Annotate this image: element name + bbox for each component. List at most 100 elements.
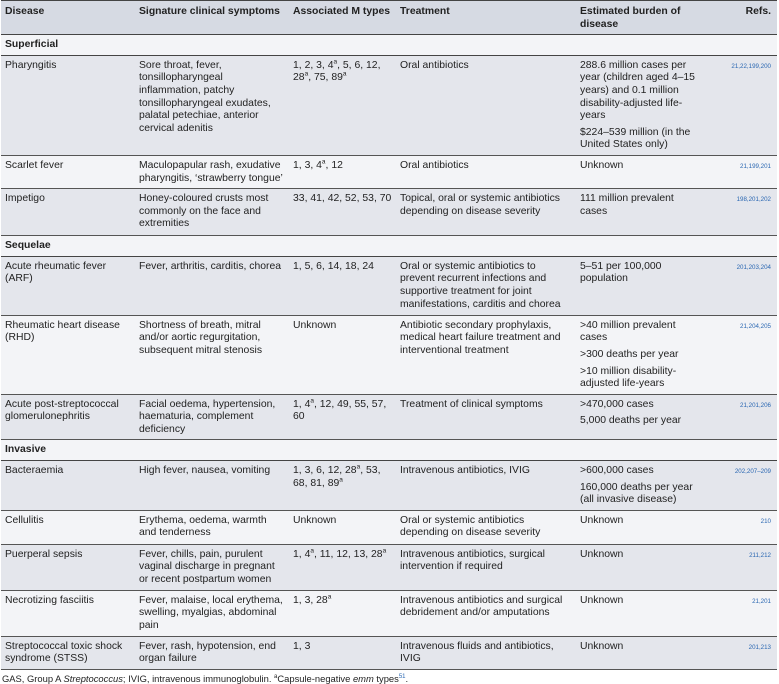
m-type: 6: [354, 59, 361, 71]
disease-name: Puerperal sepsis: [1, 544, 135, 591]
burden-item: 5–51 per 100,000 population: [580, 260, 662, 285]
table-row: Scarlet fever Maculopapular rash, exudati…: [1, 155, 777, 190]
table-row: Acute post-streptococcal glomerulonephri…: [1, 394, 777, 441]
reference-link[interactable]: 211,212: [749, 551, 771, 559]
reference-link[interactable]: 21,22,199,200: [731, 62, 771, 70]
table-row: Streptococcal toxic shock syndrome (STSS…: [1, 636, 777, 670]
symptoms: Fever, malaise, local erythema, swelling…: [135, 590, 289, 637]
refs: 202,207–209: [704, 460, 777, 511]
m-type: 42: [327, 193, 340, 205]
header-m-types: Associated M types: [289, 0, 396, 36]
capsule-negative-marker: a: [304, 70, 309, 78]
header-disease: Disease: [1, 0, 135, 36]
symptoms: Shortness of breath, mitral and/or aorti…: [135, 315, 289, 395]
m-type: 49: [337, 398, 349, 410]
m-type: 68: [293, 477, 305, 489]
capsule-negative-marker: a: [327, 593, 332, 601]
reference-link[interactable]: 210: [760, 517, 771, 525]
m-type: 53: [366, 465, 378, 477]
reference-link[interactable]: 21,204,205: [740, 322, 771, 330]
reference-link[interactable]: 202,207–209: [734, 468, 771, 476]
m-type: 12: [327, 465, 340, 477]
header-symptoms: Signature clinical symptoms: [135, 0, 289, 36]
m-type: 18: [345, 260, 357, 272]
disease-name: Pharyngitis: [1, 55, 135, 156]
symptoms: Fever, rash, hypotension, end organ fail…: [135, 636, 289, 670]
section-label: Sequelae: [1, 235, 777, 257]
m-types: Unknown: [289, 315, 396, 395]
m-type: 28: [293, 72, 305, 84]
treatment: Intravenous antibiotics, surgical interv…: [396, 544, 576, 591]
reference-link[interactable]: 51: [398, 673, 406, 680]
m-type: 1: [293, 260, 299, 272]
footnote-text: Capsule-negative: [277, 672, 353, 684]
header-row: Disease Signature clinical symptoms Asso…: [1, 0, 777, 36]
m-type: 3: [304, 159, 311, 171]
footnote-text: .: [405, 672, 409, 684]
table-footnote: GAS, Group A Streptococcus; IVIG, intrav…: [2, 673, 779, 684]
refs: 198,201,202: [704, 188, 777, 237]
m-type: 24: [362, 260, 374, 272]
burden: Unknown: [576, 590, 704, 637]
m-type: 57: [371, 398, 384, 410]
table-row: Rheumatic heart disease (RHD) Shortness o…: [1, 315, 777, 395]
disease-name: Streptococcal toxic shock syndrome (STSS…: [1, 636, 135, 670]
footnote-text: GAS, Group A: [2, 672, 64, 684]
m-types: 1, 2, 3, 4a, 5, 6, 12, 28a, 75, 89a: [289, 55, 396, 156]
treatment: Oral or systemic antibiotics to prevent …: [396, 256, 576, 316]
reference-link[interactable]: 21,201,206: [740, 401, 771, 409]
disease-name: Bacteraemia: [1, 460, 135, 511]
table-row: Cellulitis Erythema, oedema, warmth and t…: [1, 510, 777, 545]
m-types: 1, 3: [289, 636, 396, 670]
burden-item: 111 million prevalent cases: [580, 193, 674, 217]
refs: 210: [704, 510, 777, 545]
burden-item: Unknown: [580, 640, 624, 652]
burden-item: 5,000 deaths per year: [580, 415, 682, 427]
m-type: 1: [293, 398, 299, 410]
m-type: Unknown: [293, 319, 337, 331]
capsule-negative-marker: a: [339, 476, 343, 484]
treatment: Topical, oral or systemic antibiotics de…: [396, 188, 576, 237]
capsule-negative-marker: a: [382, 547, 387, 555]
table-row: Puerperal sepsis Fever, chills, pain, pur…: [1, 544, 777, 591]
refs: 201,203,204: [704, 256, 777, 316]
symptoms: High fever, nausea, vomiting: [135, 460, 289, 511]
m-type: 28: [371, 548, 383, 560]
footnote-text: emm: [352, 672, 374, 684]
m-type: 13: [353, 548, 366, 560]
m-type: 3: [304, 594, 311, 606]
symptoms: Fever, arthritis, carditis, chorea: [135, 256, 289, 316]
m-type: 1: [293, 594, 299, 606]
reference-link[interactable]: 21,201: [752, 597, 771, 605]
table-row: Necrotizing fasciitis Fever, malaise, loc…: [1, 590, 777, 637]
treatment: Intravenous fluids and antibiotics, IVIG: [396, 636, 576, 670]
burden: >470,000 cases 5,000 deaths per year: [576, 394, 704, 441]
m-type: 1: [293, 640, 299, 652]
burden-item: 288.6 million cases per year (children a…: [580, 59, 695, 122]
burden-item: >300 deaths per year: [580, 348, 679, 360]
reference-link[interactable]: 21,199,201: [740, 162, 771, 170]
treatment: Oral or systemic antibiotics depending o…: [396, 510, 576, 545]
disease-name: Impetigo: [1, 188, 135, 237]
refs: 21,201: [704, 590, 777, 637]
treatment: Oral antibiotics: [396, 55, 576, 156]
symptoms: Erythema, oedema, warmth and tenderness: [135, 510, 289, 545]
m-type: 4: [316, 159, 322, 171]
burden: Unknown: [576, 155, 704, 190]
m-type: 12: [331, 159, 343, 171]
treatment: Intravenous antibiotics, IVIG: [396, 460, 576, 511]
m-type: 4: [304, 548, 311, 560]
m-type: 5: [342, 59, 349, 71]
burden-item: >600,000 cases: [580, 465, 654, 477]
section-row: Sequelae: [1, 235, 777, 257]
disease-name: Necrotizing fasciitis: [1, 590, 135, 637]
reference-link[interactable]: 201,213: [748, 643, 771, 651]
reference-link[interactable]: 201,203,204: [736, 263, 771, 271]
m-type: 53: [362, 193, 374, 205]
m-type: Unknown: [293, 514, 337, 526]
treatment: Treatment of clinical symptoms: [396, 394, 576, 441]
m-type: 28: [345, 465, 357, 477]
m-type: 41: [310, 193, 322, 205]
m-type: 70: [379, 193, 392, 205]
reference-link[interactable]: 198,201,202: [736, 196, 771, 204]
